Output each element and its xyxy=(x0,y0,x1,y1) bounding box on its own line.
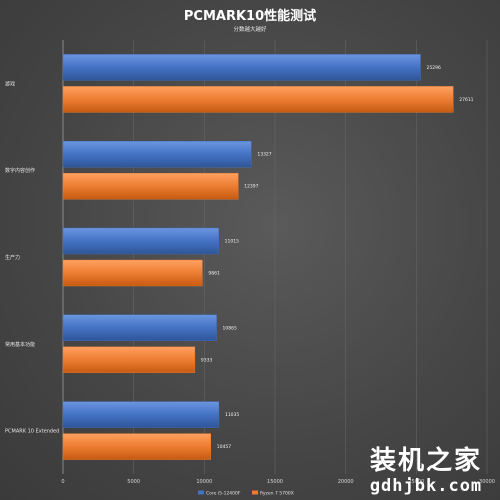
bars-layer xyxy=(62,54,454,460)
value-label: 12397 xyxy=(244,184,258,190)
x-tick-label: 0 xyxy=(61,479,64,485)
chart-title: PCMARK10性能测试 xyxy=(184,8,316,24)
bar-blue xyxy=(62,227,219,255)
x-tick-label: 15000 xyxy=(267,479,283,485)
bar-blue xyxy=(62,140,252,168)
value-label: 10457 xyxy=(217,444,231,450)
category-label: 常用基本功能 xyxy=(5,341,35,348)
x-tick-label: 30000 xyxy=(479,479,495,485)
value-label: 11015 xyxy=(225,239,239,245)
bar-blue xyxy=(62,314,217,341)
value-label: 9861 xyxy=(208,271,220,277)
watermark-url: gdhjbk.com xyxy=(370,476,482,496)
labels-layer: 0 5000 10000 15000 20000 25000 30000 游戏 25296 276… xyxy=(5,65,495,485)
bar-blue xyxy=(62,54,421,81)
category-label: 游戏 xyxy=(5,80,15,87)
legend-swatch xyxy=(252,490,258,495)
legend-label: Core i5-12400F xyxy=(206,491,241,497)
watermark: 装机之家 gdhjbk.com xyxy=(370,445,482,496)
bar-orange xyxy=(62,433,211,460)
legend: Core i5-12400F Ryzen 7 5700X xyxy=(198,490,294,497)
x-tick-label: 10000 xyxy=(196,479,212,485)
chart-subtitle: 分数越大越好 xyxy=(233,25,267,33)
legend-label: Ryzen 7 5700X xyxy=(260,491,294,497)
x-tick-label: 5000 xyxy=(127,479,140,485)
watermark-name: 装机之家 xyxy=(370,445,482,476)
bar-orange xyxy=(62,259,203,287)
bar-orange xyxy=(62,172,239,200)
value-label: 10865 xyxy=(223,325,237,331)
category-label: 数字内容创作 xyxy=(5,167,35,174)
bar-orange xyxy=(62,346,196,373)
x-tick-label: 25000 xyxy=(408,479,424,485)
x-tick-label: 20000 xyxy=(338,479,354,485)
value-label: 25296 xyxy=(427,65,441,71)
bar-orange xyxy=(62,86,454,113)
value-label: 13327 xyxy=(257,152,271,158)
category-label: 生产力 xyxy=(5,254,20,261)
legend-swatch xyxy=(198,490,204,495)
value-label: 11035 xyxy=(225,412,239,418)
value-label: 27611 xyxy=(459,97,473,103)
bar-blue xyxy=(62,401,220,428)
value-label: 9333 xyxy=(201,357,213,363)
category-label: PCMARK 10 Extended xyxy=(5,429,59,435)
